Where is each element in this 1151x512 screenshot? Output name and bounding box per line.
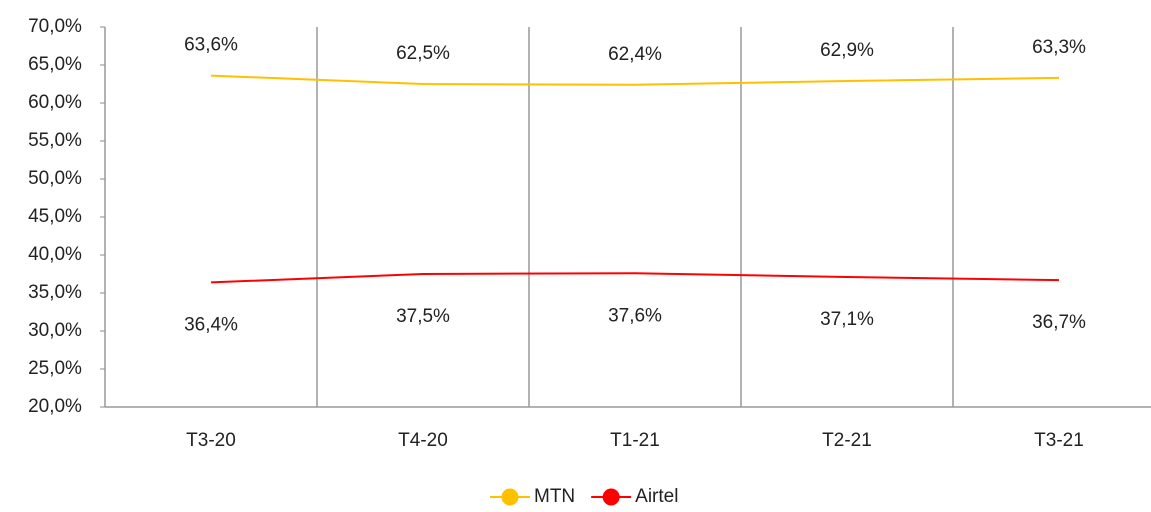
data-label: 37,6% — [608, 305, 662, 326]
legend-label: MTN — [534, 486, 575, 507]
data-label: 62,4% — [608, 44, 662, 65]
x-tick-label: T3-20 — [186, 430, 236, 451]
y-tick-label: 30,0% — [28, 320, 82, 341]
y-tick-label: 50,0% — [28, 168, 82, 189]
y-tick-label: 35,0% — [28, 282, 82, 303]
y-tick-label: 40,0% — [28, 244, 82, 265]
y-tick-label: 65,0% — [28, 54, 82, 75]
data-label: 37,5% — [396, 306, 450, 327]
data-label: 63,6% — [184, 35, 238, 56]
data-label: 37,1% — [820, 309, 874, 330]
series-line — [210, 272, 1060, 284]
legend-label: Airtel — [635, 486, 678, 507]
data-label: 36,7% — [1032, 312, 1086, 333]
y-tick-label: 20,0% — [28, 396, 82, 417]
x-tick-label: T2-21 — [822, 430, 872, 451]
y-tick-label: 55,0% — [28, 130, 82, 151]
data-label: 36,4% — [184, 314, 238, 335]
x-tick-label: T3-21 — [1034, 430, 1084, 451]
x-tick-label: T1-21 — [610, 430, 660, 451]
data-label: 63,3% — [1032, 37, 1086, 58]
y-tick-label: 70,0% — [28, 16, 82, 37]
y-tick-label: 60,0% — [28, 92, 82, 113]
data-label: 62,9% — [820, 40, 874, 61]
x-tick-label: T4-20 — [398, 430, 448, 451]
legend-marker — [602, 488, 620, 506]
data-label: 62,5% — [396, 43, 450, 64]
y-tick-label: 25,0% — [28, 358, 82, 379]
legend-marker — [501, 488, 519, 506]
series-line — [210, 74, 1060, 86]
y-tick-label: 45,0% — [28, 206, 82, 227]
